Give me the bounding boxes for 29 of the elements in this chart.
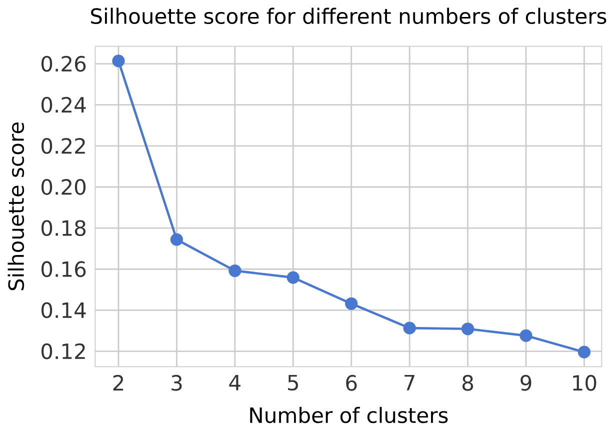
point — [170, 233, 183, 246]
chart-title: Silhouette score for different numbers of clusters — [91, 8, 606, 24]
point — [228, 264, 242, 278]
point — [345, 297, 358, 310]
x-tick-label: 9 — [520, 374, 532, 391]
x-tick-label: 3 — [172, 374, 182, 391]
point — [578, 346, 591, 358]
y-axis-title: Silhouette score — [8, 122, 24, 290]
x-tick-label: 10 — [573, 374, 596, 391]
x-tick-label: 4 — [229, 374, 240, 390]
x-tick-label: 2 — [113, 374, 124, 391]
x-tick-label: 6 — [346, 374, 357, 391]
y-tick-label: 0.26 — [42, 56, 86, 72]
y-tick-label: 0.16 — [42, 261, 86, 278]
point — [286, 271, 300, 284]
x-axis-title: Number of clusters — [250, 406, 448, 424]
y-tick-label: 0.22 — [42, 138, 85, 154]
y-tick-label: 0.14 — [42, 302, 86, 318]
y-tick-label: 0.24 — [42, 96, 86, 113]
y-tick-label: 0.20 — [42, 179, 86, 195]
point — [403, 322, 416, 334]
point — [520, 329, 532, 342]
point — [461, 322, 474, 336]
y-tick-label: 0.12 — [42, 343, 85, 360]
x-tick-label: 5 — [288, 374, 298, 391]
x-tick-label: 8 — [462, 374, 474, 391]
y-tick-label: 0.18 — [42, 220, 86, 236]
x-tick-label: 7 — [404, 374, 414, 390]
point — [112, 54, 125, 68]
